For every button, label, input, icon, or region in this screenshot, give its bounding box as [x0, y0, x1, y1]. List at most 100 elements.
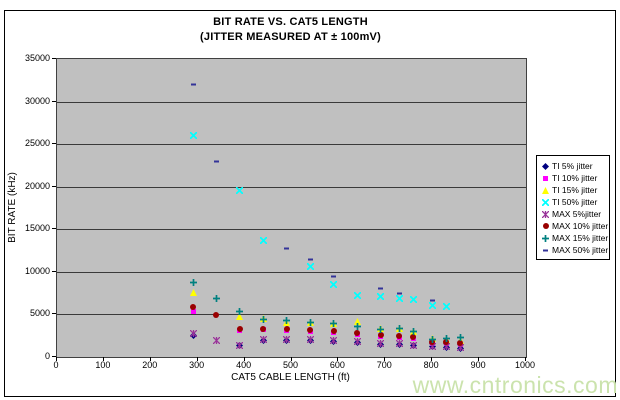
data-point	[282, 335, 291, 344]
x-axis-tick	[431, 357, 432, 361]
legend-item-label: TI 15% jitter	[552, 185, 598, 195]
x-axis-tick	[525, 357, 526, 361]
data-point	[307, 327, 314, 334]
data-point	[353, 323, 361, 331]
x-axis-title: CAT5 CABLE LENGTH (ft)	[231, 372, 350, 383]
data-point	[395, 339, 404, 348]
legend-item-label: TI 10% jitter	[552, 173, 598, 183]
data-point	[306, 319, 314, 327]
data-point	[396, 333, 403, 340]
data-point	[457, 340, 464, 347]
dash-marker-icon	[541, 247, 550, 254]
x-axis-tick	[384, 357, 385, 361]
data-point	[236, 312, 244, 320]
data-point	[377, 325, 385, 333]
y-tick-label: 35000	[24, 53, 50, 63]
data-point	[409, 327, 417, 335]
data-point	[283, 245, 290, 252]
legend-item: TI 50% jitter	[541, 196, 609, 208]
data-point	[306, 262, 315, 271]
x-tick-label: 900	[470, 360, 486, 370]
gridline	[57, 144, 526, 145]
data-point	[235, 341, 244, 350]
data-point	[236, 325, 243, 332]
data-point	[353, 337, 362, 346]
data-point	[442, 302, 451, 311]
data-point	[213, 158, 220, 165]
data-point	[212, 295, 220, 303]
x-tick-label: 500	[282, 360, 299, 370]
x-marker-icon	[541, 198, 550, 206]
data-point	[259, 316, 267, 324]
data-point	[442, 335, 450, 343]
gridline	[57, 314, 526, 315]
data-point	[409, 341, 418, 350]
chart-subtitle: (JITTER MEASURED AT ± 100mV)	[200, 31, 381, 43]
legend-item: MAX 15% jitter	[541, 232, 609, 244]
diamond-marker-icon	[541, 162, 550, 170]
data-point	[396, 290, 403, 297]
circle-marker-icon	[541, 223, 550, 229]
plus-marker-icon	[541, 234, 550, 242]
data-point	[190, 303, 196, 310]
triangle-marker-icon	[541, 186, 550, 194]
x-axis-tick	[197, 357, 198, 361]
data-point	[189, 279, 197, 287]
y-tick-label: 30000	[24, 95, 50, 106]
legend-item-label: MAX 50% jitter	[552, 245, 609, 255]
data-point	[213, 312, 220, 319]
square-marker-icon	[541, 175, 550, 181]
gridline	[57, 229, 526, 230]
data-point	[212, 336, 221, 345]
data-point	[188, 131, 198, 140]
data-point	[410, 334, 417, 341]
data-point	[330, 273, 337, 280]
legend-item: TI 10% jitter	[541, 172, 609, 184]
data-point	[377, 285, 384, 292]
y-axis-tick	[52, 101, 56, 102]
data-point	[283, 326, 290, 333]
y-axis-tick	[52, 313, 56, 314]
gridline	[57, 272, 526, 273]
data-point	[353, 291, 362, 300]
x-axis-tick	[244, 357, 245, 361]
data-point	[428, 301, 437, 310]
data-point	[190, 81, 197, 88]
data-point	[235, 186, 245, 196]
legend: TI 5% jitter TI 10% jitter TI 15% jitter TI…	[536, 155, 610, 260]
watermark: www.cntronics.com	[412, 372, 618, 398]
data-point	[259, 335, 268, 344]
y-tick-label: 5000	[29, 308, 50, 319]
legend-item: TI 5% jitter	[541, 160, 609, 172]
gridline	[57, 102, 526, 103]
legend-item-label: TI 50% jitter	[552, 197, 598, 207]
data-point	[395, 294, 404, 303]
data-point	[376, 339, 385, 348]
y-axis-tick	[52, 143, 56, 144]
data-point	[329, 336, 338, 345]
legend-item: MAX 10% jitter	[541, 220, 609, 232]
y-axis-tick	[52, 228, 56, 229]
x-tick-label: 0	[53, 360, 59, 370]
star-marker-icon	[541, 210, 550, 218]
data-point	[354, 330, 361, 337]
data-point	[330, 328, 337, 335]
legend-item: MAX 5%jitter	[541, 208, 609, 220]
data-point	[429, 297, 436, 304]
x-tick-label: 700	[376, 360, 392, 370]
data-point	[190, 308, 196, 314]
x-axis-tick	[291, 357, 292, 361]
y-axis-tick	[52, 356, 56, 357]
data-point	[189, 329, 197, 338]
x-tick-label: 800	[423, 360, 439, 370]
y-axis-tick	[52, 186, 56, 187]
x-tick-label: 600	[329, 360, 345, 370]
y-axis-tick	[52, 58, 56, 59]
x-axis-tick	[478, 357, 479, 361]
x-axis-tick	[337, 357, 338, 361]
y-tick-label: 15000	[24, 223, 50, 234]
data-point	[409, 294, 418, 304]
y-tick-label: 25000	[24, 138, 50, 149]
data-point	[307, 256, 314, 263]
